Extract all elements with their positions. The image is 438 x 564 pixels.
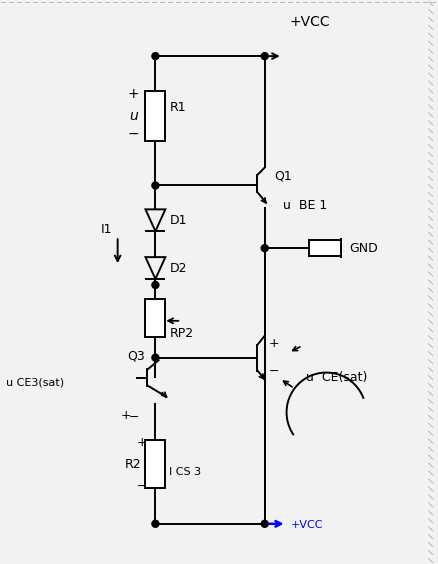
Circle shape [261,245,268,252]
Bar [309,240,340,256]
Circle shape [261,521,268,527]
Bar [145,91,165,140]
Text: +: + [120,409,131,422]
Circle shape [152,52,159,60]
Text: +VCC: +VCC [289,15,329,29]
Polygon shape [145,257,165,279]
Text: Q3: Q3 [127,349,145,362]
Circle shape [261,52,268,60]
Text: I CS 3: I CS 3 [169,467,201,477]
Circle shape [152,521,159,527]
Text: −: − [128,411,138,424]
Text: RP2: RP2 [169,327,193,340]
Text: u  CE(sat): u CE(sat) [306,371,367,384]
Bar [145,299,165,337]
Text: R1: R1 [169,102,186,114]
Text: D2: D2 [169,262,187,275]
Polygon shape [145,209,165,231]
Text: GND: GND [348,241,377,255]
Circle shape [152,182,159,189]
Text: +VCC: +VCC [290,520,322,530]
Text: +: + [127,87,139,101]
Text: u  BE 1: u BE 1 [282,199,326,212]
Text: −: − [127,127,139,141]
Text: R2: R2 [124,457,141,470]
Text: +: + [268,337,279,350]
Text: Q1: Q1 [274,169,292,182]
Text: −: − [268,365,279,378]
Text: D1: D1 [169,214,187,227]
Text: −: − [136,479,146,492]
Text: I1: I1 [101,223,113,236]
Text: u: u [129,109,138,123]
Bar [145,440,165,488]
Circle shape [152,281,159,288]
Text: u CE3(sat): u CE3(sat) [6,377,64,387]
Circle shape [152,354,159,361]
Text: +: + [136,436,146,449]
